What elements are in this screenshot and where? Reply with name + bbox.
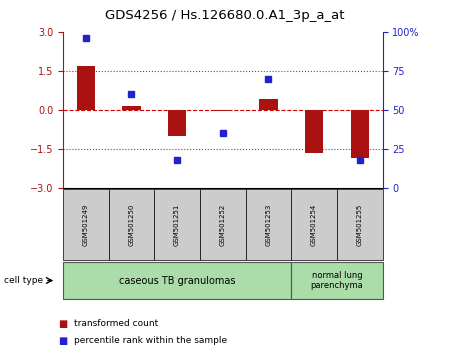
Bar xyxy=(168,110,186,136)
Text: GSM501255: GSM501255 xyxy=(357,204,363,246)
Text: ■: ■ xyxy=(58,336,68,346)
Text: GSM501250: GSM501250 xyxy=(128,204,135,246)
Text: transformed count: transformed count xyxy=(74,319,158,329)
Text: ■: ■ xyxy=(58,319,68,329)
Text: GSM501254: GSM501254 xyxy=(311,204,317,246)
Text: GSM501251: GSM501251 xyxy=(174,204,180,246)
Text: GSM501252: GSM501252 xyxy=(220,204,226,246)
Text: GSM501253: GSM501253 xyxy=(266,204,271,246)
Text: GDS4256 / Hs.126680.0.A1_3p_a_at: GDS4256 / Hs.126680.0.A1_3p_a_at xyxy=(105,9,345,22)
Bar xyxy=(351,110,369,158)
Text: percentile rank within the sample: percentile rank within the sample xyxy=(74,336,227,345)
Text: normal lung
parenchyma: normal lung parenchyma xyxy=(310,271,363,290)
Bar xyxy=(259,99,278,110)
Bar xyxy=(122,106,140,110)
Bar xyxy=(305,110,323,153)
Text: cell type: cell type xyxy=(4,276,44,285)
Text: GSM501249: GSM501249 xyxy=(83,204,89,246)
Text: caseous TB granulomas: caseous TB granulomas xyxy=(119,275,235,286)
Bar xyxy=(76,65,95,110)
Bar xyxy=(214,110,232,111)
